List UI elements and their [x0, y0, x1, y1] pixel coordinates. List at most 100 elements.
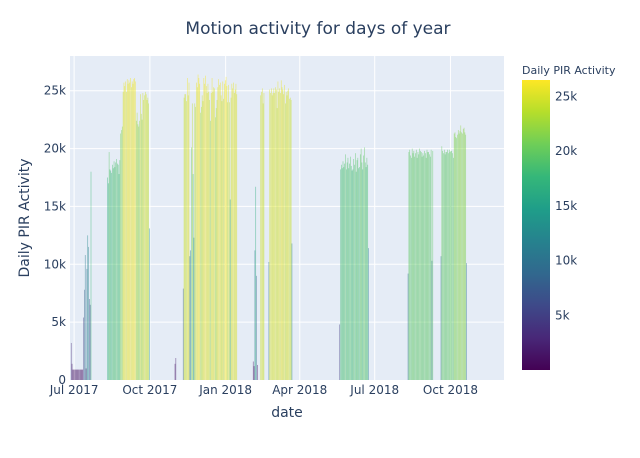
bar[interactable] [355, 153, 356, 380]
bar[interactable] [255, 250, 256, 380]
bar[interactable] [90, 305, 91, 380]
bar[interactable] [190, 250, 191, 380]
bar[interactable] [79, 370, 80, 380]
bar[interactable] [139, 121, 140, 380]
bar[interactable] [423, 153, 424, 380]
bar[interactable] [282, 87, 283, 380]
bar[interactable] [263, 103, 264, 380]
bar[interactable] [262, 88, 263, 380]
bar[interactable] [84, 290, 85, 380]
bar[interactable] [203, 78, 204, 380]
bar[interactable] [429, 154, 430, 380]
bar[interactable] [456, 138, 457, 380]
bar[interactable] [408, 274, 409, 380]
bar[interactable] [217, 87, 218, 380]
bar[interactable] [207, 93, 208, 380]
bar[interactable] [254, 366, 255, 380]
bar[interactable] [286, 92, 287, 380]
bar[interactable] [285, 103, 286, 380]
bar[interactable] [233, 83, 234, 380]
bar[interactable] [76, 370, 77, 380]
bar[interactable] [133, 79, 134, 380]
bar[interactable] [120, 134, 121, 380]
bar[interactable] [416, 150, 417, 380]
bar[interactable] [208, 84, 209, 380]
bar[interactable] [346, 169, 347, 380]
bar[interactable] [465, 132, 466, 380]
bar[interactable] [227, 86, 228, 380]
bar[interactable] [460, 125, 461, 380]
bar[interactable] [206, 86, 207, 380]
bar[interactable] [218, 79, 219, 380]
bar[interactable] [124, 86, 125, 380]
bar[interactable] [118, 165, 119, 380]
bar[interactable] [443, 153, 444, 380]
bar[interactable] [352, 171, 353, 380]
bar[interactable] [198, 75, 199, 380]
bar[interactable] [227, 102, 228, 380]
bar[interactable] [354, 165, 355, 380]
bar[interactable] [236, 84, 237, 380]
bar[interactable] [116, 159, 117, 380]
bar[interactable] [291, 100, 292, 380]
bar[interactable] [260, 95, 261, 380]
bar[interactable] [203, 101, 204, 380]
bar[interactable] [194, 103, 195, 380]
bar[interactable] [146, 94, 147, 380]
bar[interactable] [290, 98, 291, 380]
bar[interactable] [235, 90, 236, 380]
bar[interactable] [197, 87, 198, 380]
bar[interactable] [86, 368, 87, 380]
bar[interactable] [73, 370, 74, 380]
bar[interactable] [257, 365, 258, 380]
bar[interactable] [212, 78, 213, 380]
bar[interactable] [130, 78, 131, 380]
bar[interactable] [81, 370, 82, 380]
bar[interactable] [231, 84, 232, 380]
bar[interactable] [231, 98, 232, 380]
bar[interactable] [220, 83, 221, 380]
bar[interactable] [351, 166, 352, 380]
bar[interactable] [147, 100, 148, 380]
bar[interactable] [427, 150, 428, 380]
bar[interactable] [132, 81, 133, 380]
bar[interactable] [187, 78, 188, 380]
bar[interactable] [289, 99, 290, 380]
bar[interactable] [418, 154, 419, 380]
bar[interactable] [129, 83, 130, 380]
bar[interactable] [87, 269, 88, 380]
bar[interactable] [348, 168, 349, 380]
bar[interactable] [189, 256, 190, 380]
bar[interactable] [138, 127, 139, 380]
bar[interactable] [133, 84, 134, 380]
bar[interactable] [414, 157, 415, 380]
bar[interactable] [272, 95, 273, 380]
bar[interactable] [453, 158, 454, 380]
bar[interactable] [277, 108, 278, 380]
bar[interactable] [422, 157, 423, 380]
bar[interactable] [446, 152, 447, 380]
bar[interactable] [342, 168, 343, 380]
bar[interactable] [447, 150, 448, 380]
bar[interactable] [269, 90, 270, 380]
bar[interactable] [111, 173, 112, 380]
bar[interactable] [430, 157, 431, 380]
bar[interactable] [234, 93, 235, 380]
bar[interactable] [185, 94, 186, 380]
bar[interactable] [415, 153, 416, 380]
bar[interactable] [264, 93, 265, 380]
bar[interactable] [364, 147, 365, 380]
bar[interactable] [224, 84, 225, 380]
bar[interactable] [117, 164, 118, 380]
bar[interactable] [208, 92, 209, 380]
bar[interactable] [350, 157, 351, 380]
bar[interactable] [441, 256, 442, 380]
bar[interactable] [189, 83, 190, 380]
bar[interactable] [149, 228, 150, 380]
bar[interactable] [460, 131, 461, 380]
bar[interactable] [273, 88, 274, 380]
bar[interactable] [175, 364, 176, 380]
bar[interactable] [356, 172, 357, 380]
bar[interactable] [361, 149, 362, 380]
bar[interactable] [195, 107, 196, 380]
